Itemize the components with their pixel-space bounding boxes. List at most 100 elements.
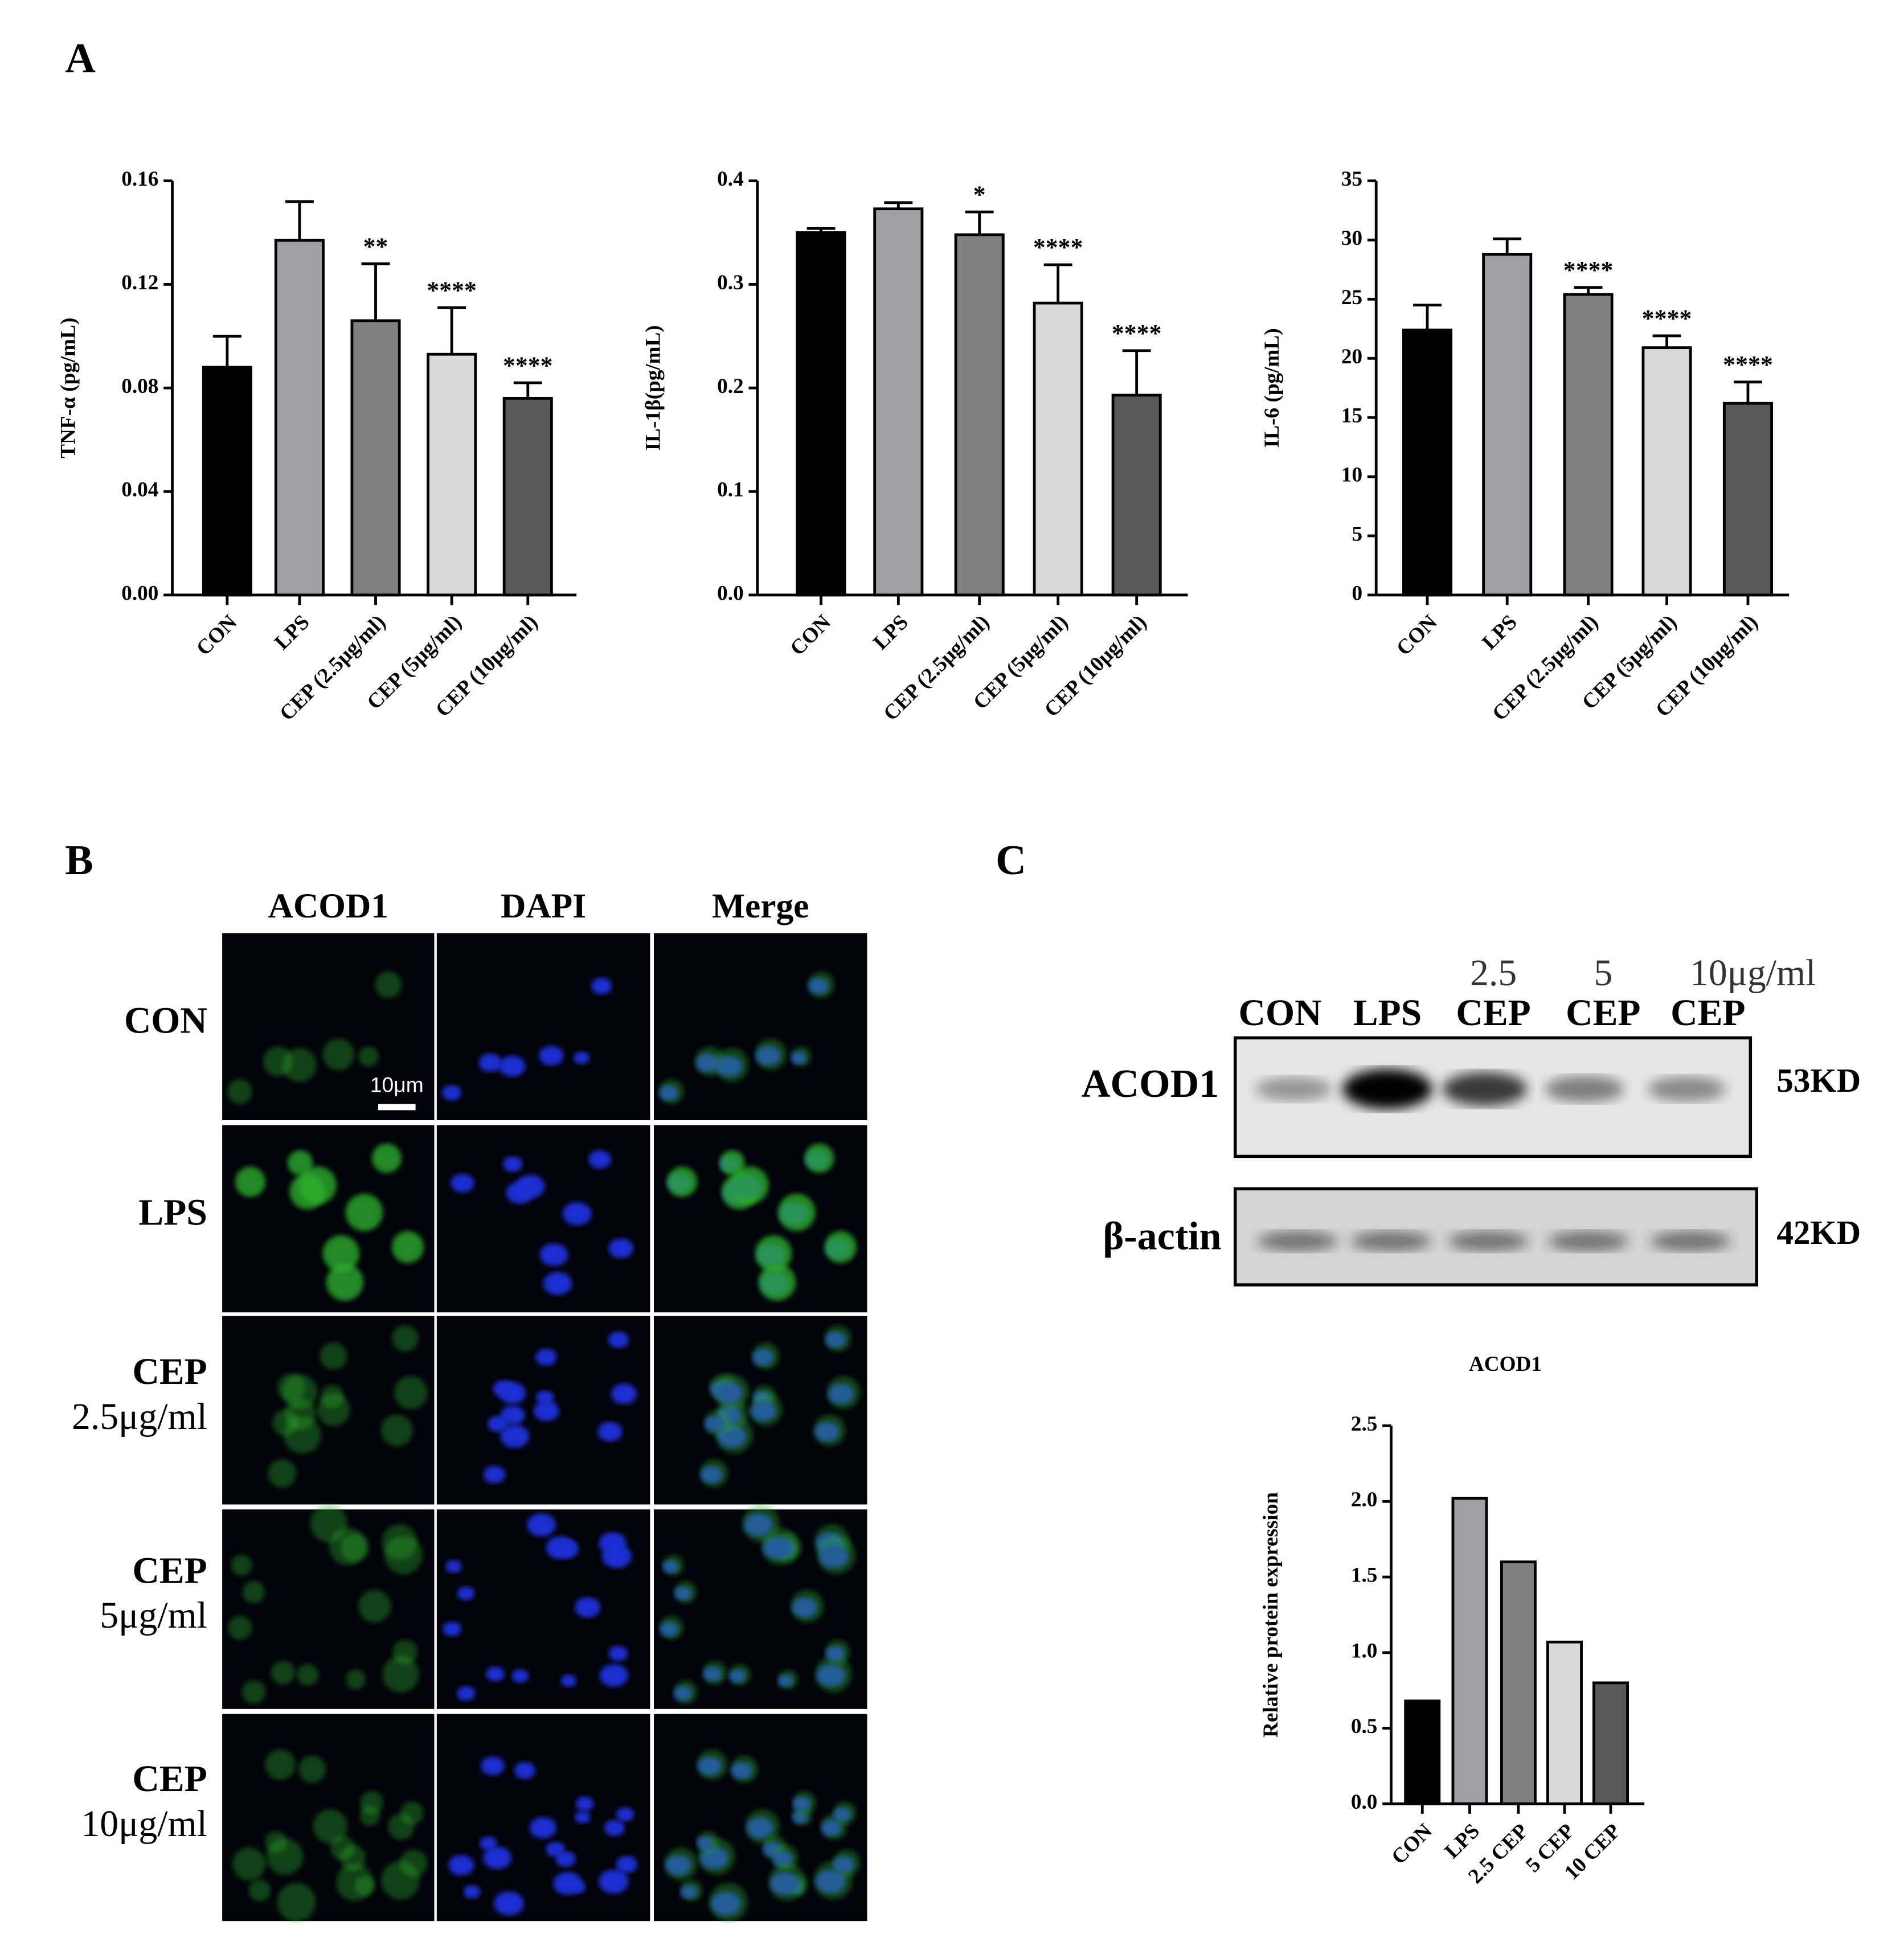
- acod1-signal: [298, 1755, 326, 1783]
- nucleus: [599, 1869, 629, 1894]
- band: [1442, 1072, 1528, 1106]
- microscopy: ACOD1 DAPI MergeCONLPSCEP2.5μg/mlCEP5μg/ml…: [72, 887, 867, 1922]
- acod1-signal: [336, 1863, 374, 1901]
- lane-label: CEP: [1670, 992, 1745, 1034]
- y-axis-label: IL-1β(pg/mL): [642, 325, 665, 450]
- acod1-signal: [380, 1414, 413, 1447]
- micrograph: [653, 933, 867, 1120]
- x-tick-label: CON: [786, 611, 836, 661]
- bar: [1563, 293, 1614, 597]
- bar: [274, 239, 325, 597]
- y-tick-label: 5: [1352, 522, 1363, 546]
- x-tick-label: CON: [192, 611, 242, 661]
- acod1-signal: [824, 1231, 857, 1263]
- acod1-signal: [660, 1616, 684, 1640]
- bar: [350, 319, 401, 597]
- y-tick-label: 2.5: [1351, 1412, 1378, 1436]
- y-tick-label: 0: [1352, 581, 1363, 605]
- nucleus: [442, 1085, 462, 1101]
- acod1-signal: [248, 1879, 271, 1902]
- row-label: LPS: [138, 1192, 207, 1234]
- acod1-signal: [320, 1342, 347, 1370]
- protein-label: β-actin: [1103, 1214, 1221, 1258]
- column-header: DAPI: [501, 887, 586, 925]
- acod1-signal: [322, 1235, 360, 1272]
- acod1-signal: [346, 1669, 366, 1690]
- acod1-signal: [714, 1048, 749, 1083]
- x-tick-label: CON: [1387, 1819, 1437, 1869]
- row-sublabel: 2.5μg/ml: [72, 1396, 207, 1437]
- nucleus: [494, 1891, 524, 1916]
- x-tick-label: CON: [1392, 611, 1442, 661]
- bar: [796, 231, 846, 597]
- acod1-signal: [399, 1849, 428, 1877]
- acod1-signal: [745, 1809, 780, 1844]
- nucleus: [457, 1586, 475, 1600]
- y-tick-label: 20: [1341, 345, 1362, 368]
- x-tick-label: LPS: [1478, 611, 1522, 654]
- nucleus: [499, 1382, 526, 1404]
- acod1-signal: [752, 1342, 780, 1370]
- nucleus: [575, 1796, 594, 1811]
- bar: [1546, 1640, 1583, 1805]
- significance: ****: [1642, 305, 1692, 333]
- significance: ****: [1033, 234, 1083, 261]
- nucleus: [478, 1053, 502, 1072]
- acod1-signal: [372, 1143, 402, 1173]
- y-tick-label: 35: [1341, 167, 1362, 191]
- band: [1351, 1231, 1431, 1251]
- significance: **: [363, 233, 388, 260]
- nucleus: [488, 1416, 508, 1432]
- acod1-signal: [825, 1640, 850, 1665]
- acod1-signal: [755, 1235, 792, 1272]
- acod1-signal: [791, 1589, 824, 1623]
- acod1-signal: [241, 1680, 266, 1705]
- panel-label: B: [65, 837, 93, 884]
- acod1-signal: [815, 1656, 852, 1693]
- nucleus: [600, 1664, 628, 1687]
- acod1-signal: [394, 1376, 428, 1410]
- nucleus: [597, 1421, 623, 1442]
- acod1-signal: [697, 1830, 719, 1853]
- row-label: CON: [124, 999, 207, 1041]
- band: [1342, 1069, 1432, 1109]
- nucleus: [530, 1817, 556, 1838]
- protein-label: ACOD1: [1082, 1062, 1219, 1106]
- nucleus: [445, 1560, 462, 1573]
- nucleus: [604, 1820, 625, 1836]
- bar: [873, 207, 924, 597]
- column-header: ACOD1: [268, 887, 388, 925]
- panel-label: A: [65, 35, 96, 82]
- acod1-signal: [731, 1166, 769, 1205]
- y-tick-label: 0.12: [121, 271, 158, 294]
- nucleus: [553, 1871, 582, 1895]
- acod1-signal: [728, 1664, 751, 1686]
- acod1-signal: [265, 1749, 296, 1780]
- nucleus: [616, 1855, 638, 1873]
- acod1-signal: [666, 1166, 698, 1197]
- acod1-signal: [673, 1680, 698, 1705]
- y-tick-label: 10: [1341, 464, 1362, 487]
- acod1-signal: [791, 1046, 812, 1067]
- acod1-signal: [297, 1664, 319, 1686]
- acod1-signal: [662, 1555, 684, 1576]
- bar: [1482, 253, 1533, 597]
- y-tick-label: 0.3: [717, 271, 744, 294]
- bar: [954, 233, 1005, 597]
- acod1-signal: [287, 1150, 313, 1176]
- bar: [1641, 346, 1692, 597]
- acod1-signal: [242, 1580, 265, 1604]
- lane-label: CEP: [1456, 992, 1530, 1034]
- y-tick-label: 0.1: [717, 478, 744, 502]
- acod1-signal: [714, 1374, 750, 1410]
- acod1-signal: [375, 971, 402, 998]
- acod1-signal: [360, 1791, 384, 1814]
- acod1-signal: [808, 971, 835, 998]
- acod1-signal: [664, 1847, 698, 1881]
- significance: ****: [427, 277, 477, 304]
- bar: [1404, 1699, 1441, 1805]
- acod1-signal: [358, 1046, 379, 1067]
- nucleus: [543, 1272, 572, 1295]
- bar: [202, 366, 252, 597]
- nucleus: [608, 1645, 628, 1661]
